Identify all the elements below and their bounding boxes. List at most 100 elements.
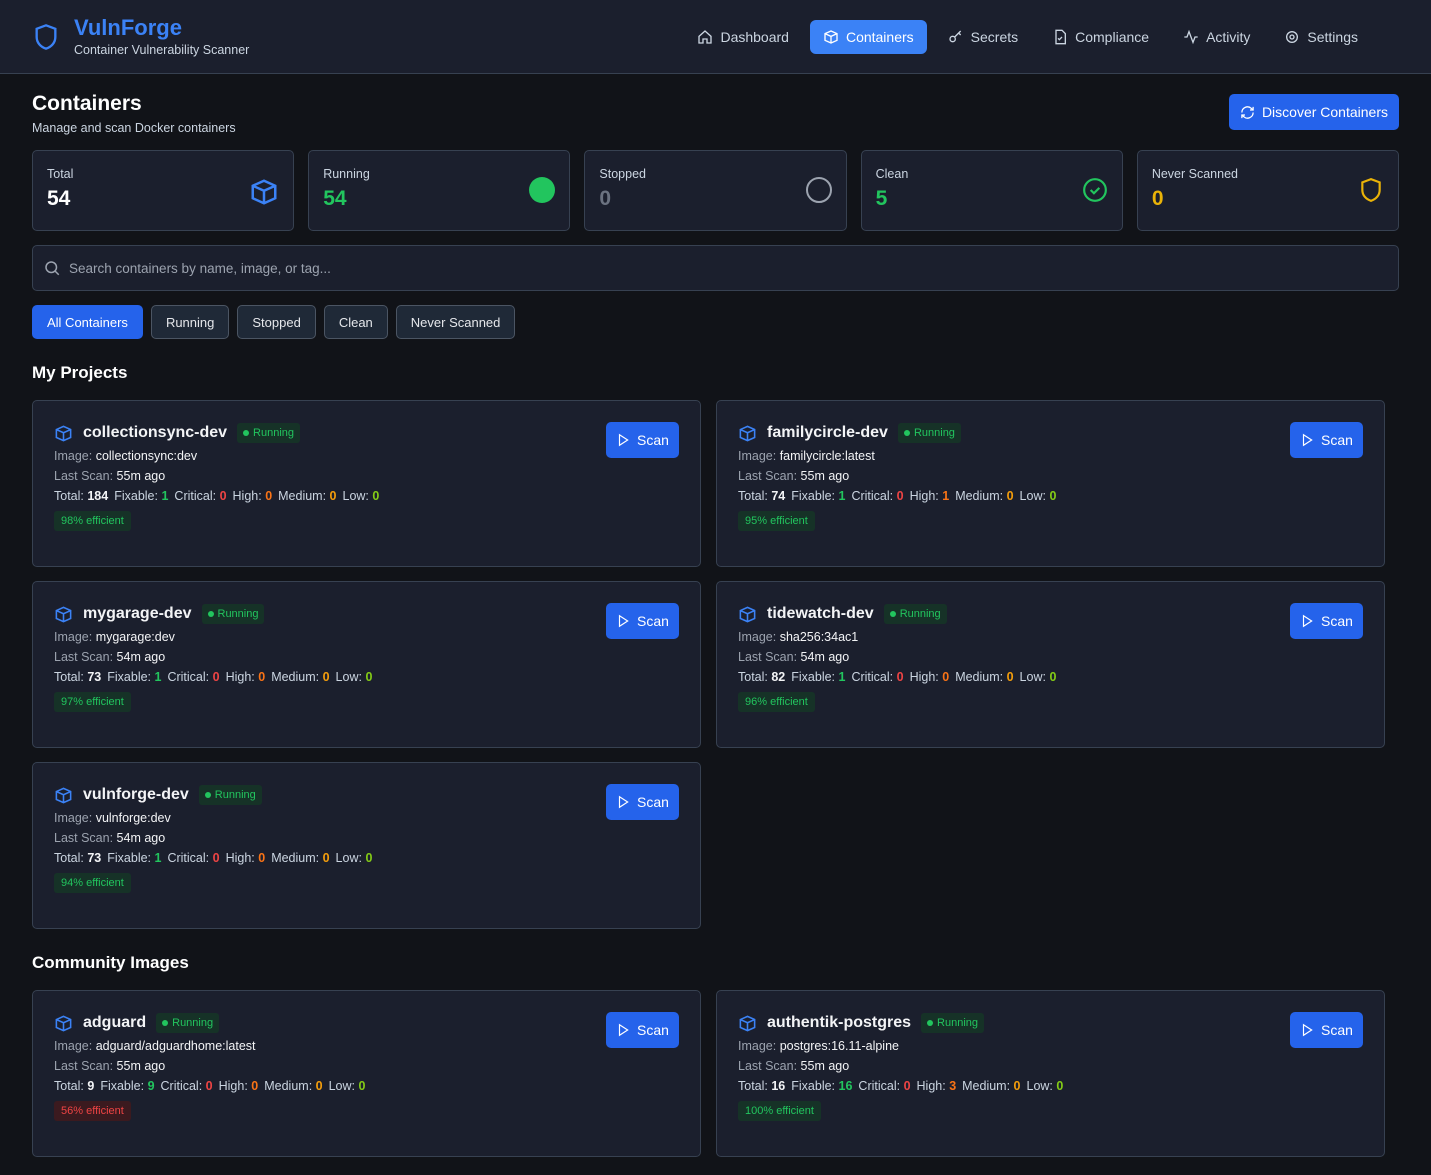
nav-settings[interactable]: Settings xyxy=(1271,20,1371,54)
container-name[interactable]: vulnforge-dev xyxy=(83,786,189,803)
container-card[interactable]: authentik-postgres Running Image: postgre… xyxy=(716,990,1385,1157)
efficiency-suffix: efficient xyxy=(767,515,808,527)
last-scan-value: 54m ago xyxy=(116,650,166,664)
stat-label: Clean xyxy=(875,167,909,181)
app-header: VulnForge Container Vulnerability Scanne… xyxy=(0,0,1431,74)
nav-dashboard[interactable]: Dashboard xyxy=(684,20,802,54)
vuln-counts: Total: 16 Fixable: 16 Critical: 0 High: 3 Me… xyxy=(738,1079,1363,1093)
efficiency-value: 97% xyxy=(61,696,84,708)
critical-label: Critical: xyxy=(160,1079,206,1093)
stat-card-stopped: Stopped 0 xyxy=(584,150,847,231)
nav-compliance[interactable]: Compliance xyxy=(1039,20,1162,54)
image-label: Image: xyxy=(54,1039,96,1053)
last-scan-label: Last Scan: xyxy=(738,1059,801,1073)
box-icon xyxy=(739,606,756,622)
image-line: Image: mygarage:dev xyxy=(54,630,679,644)
total-label: Total: xyxy=(54,489,88,503)
efficiency-value: 96% xyxy=(745,696,768,708)
stat-value: 5 xyxy=(875,187,888,210)
stat-label: Stopped xyxy=(599,167,646,181)
play-icon xyxy=(618,1023,629,1037)
scan-button[interactable]: Scan xyxy=(1290,603,1363,639)
nav-secrets[interactable]: Secrets xyxy=(935,20,1031,54)
fixable-count: 1 xyxy=(838,670,846,684)
scan-button[interactable]: Scan xyxy=(606,422,679,458)
critical-label: Critical: xyxy=(858,1079,904,1093)
scan-button[interactable]: Scan xyxy=(1290,1012,1363,1048)
container-card[interactable]: adguard Running Image: adguard/adguardhom… xyxy=(32,990,701,1157)
container-name[interactable]: collectionsync-dev xyxy=(83,424,228,441)
scan-label: Scan xyxy=(637,1022,669,1038)
play-icon xyxy=(1302,1023,1313,1037)
box-icon xyxy=(824,29,838,44)
status-dot-icon xyxy=(162,1020,169,1026)
container-card[interactable]: familycircle-dev Running Image: familycir… xyxy=(716,400,1385,567)
vuln-counts: Total: 82 Fixable: 1 Critical: 0 High: 0 Med… xyxy=(738,670,1363,684)
page-subtitle: Manage and scan Docker containers xyxy=(32,121,236,135)
scan-button[interactable]: Scan xyxy=(1290,422,1363,458)
container-card[interactable]: collectionsync-dev Running Image: collect… xyxy=(32,400,701,567)
medium-count: 0 xyxy=(329,489,337,503)
play-icon xyxy=(618,614,629,628)
image-value: vulnforge:dev xyxy=(95,811,171,825)
filter-running[interactable]: Running xyxy=(150,305,230,339)
nav-activity[interactable]: Activity xyxy=(1170,20,1263,54)
stats-row: Total 54 Running 54 Stopped 0 Clean 5 Never Scan… xyxy=(32,150,1400,231)
last-scan-label: Last Scan: xyxy=(54,831,117,845)
app-tagline: Container Vulnerability Scanner xyxy=(74,43,250,57)
container-name[interactable]: adguard xyxy=(83,1014,147,1031)
container-card[interactable]: mygarage-dev Running Image: mygarage:dev … xyxy=(32,581,701,748)
stopped-circle-icon xyxy=(805,177,832,203)
fixable-label: Fixable: xyxy=(107,670,155,684)
filter-clean[interactable]: Clean xyxy=(323,305,388,339)
image-label: Image: xyxy=(738,630,780,644)
check-circle-icon xyxy=(1082,178,1107,202)
status-badge: Running xyxy=(237,423,301,443)
stat-card-total: Total 54 xyxy=(32,150,295,231)
filter-never-scanned[interactable]: Never Scanned xyxy=(395,305,516,339)
container-name[interactable]: familycircle-dev xyxy=(767,424,888,441)
container-card[interactable]: tidewatch-dev Running Image: sha256:34ac1… xyxy=(716,581,1385,748)
discover-containers-button[interactable]: Discover Containers xyxy=(1228,94,1399,130)
image-label: Image: xyxy=(54,811,96,825)
low-count: 0 xyxy=(365,851,373,865)
high-label: High: xyxy=(232,489,266,503)
box-icon xyxy=(55,425,72,441)
efficiency-badge: 100% efficient xyxy=(738,1101,821,1121)
box-icon xyxy=(739,425,756,441)
stat-label: Total xyxy=(47,167,74,181)
total-count: 73 xyxy=(87,670,102,684)
high-count: 0 xyxy=(258,670,266,684)
container-card[interactable]: vulnforge-dev Running Image: vulnforge:de… xyxy=(32,762,701,929)
fixable-label: Fixable: xyxy=(114,489,162,503)
search-input[interactable] xyxy=(69,260,1388,276)
medium-label: Medium: xyxy=(271,851,323,865)
scan-button[interactable]: Scan xyxy=(606,603,679,639)
status-text: Running xyxy=(214,789,256,801)
status-badge: Running xyxy=(198,785,262,805)
fixable-count: 1 xyxy=(838,489,846,503)
nav-label: Settings xyxy=(1307,28,1358,45)
high-count: 0 xyxy=(265,489,273,503)
total-label: Total: xyxy=(54,851,88,865)
box-icon xyxy=(55,606,72,622)
nav-containers[interactable]: Containers xyxy=(809,19,927,54)
scan-button[interactable]: Scan xyxy=(606,784,679,820)
scan-button[interactable]: Scan xyxy=(606,1012,679,1048)
efficiency-value: 98% xyxy=(61,515,84,527)
container-name[interactable]: tidewatch-dev xyxy=(767,605,874,622)
filter-all-containers[interactable]: All Containers xyxy=(32,305,143,339)
filter-stopped[interactable]: Stopped xyxy=(237,305,316,339)
container-name[interactable]: mygarage-dev xyxy=(83,605,192,622)
search-bar[interactable] xyxy=(32,245,1399,291)
low-count: 0 xyxy=(372,489,380,503)
high-count: 0 xyxy=(258,851,266,865)
container-name[interactable]: authentik-postgres xyxy=(767,1014,912,1031)
critical-count: 0 xyxy=(903,1079,911,1093)
efficiency-suffix: efficient xyxy=(83,515,124,527)
low-label: Low: xyxy=(328,1079,359,1093)
nav-label: Containers xyxy=(845,28,914,45)
critical-label: Critical: xyxy=(167,670,213,684)
stat-value: 0 xyxy=(1151,187,1164,210)
logo[interactable]: VulnForge Container Vulnerability Scanne… xyxy=(32,16,249,57)
